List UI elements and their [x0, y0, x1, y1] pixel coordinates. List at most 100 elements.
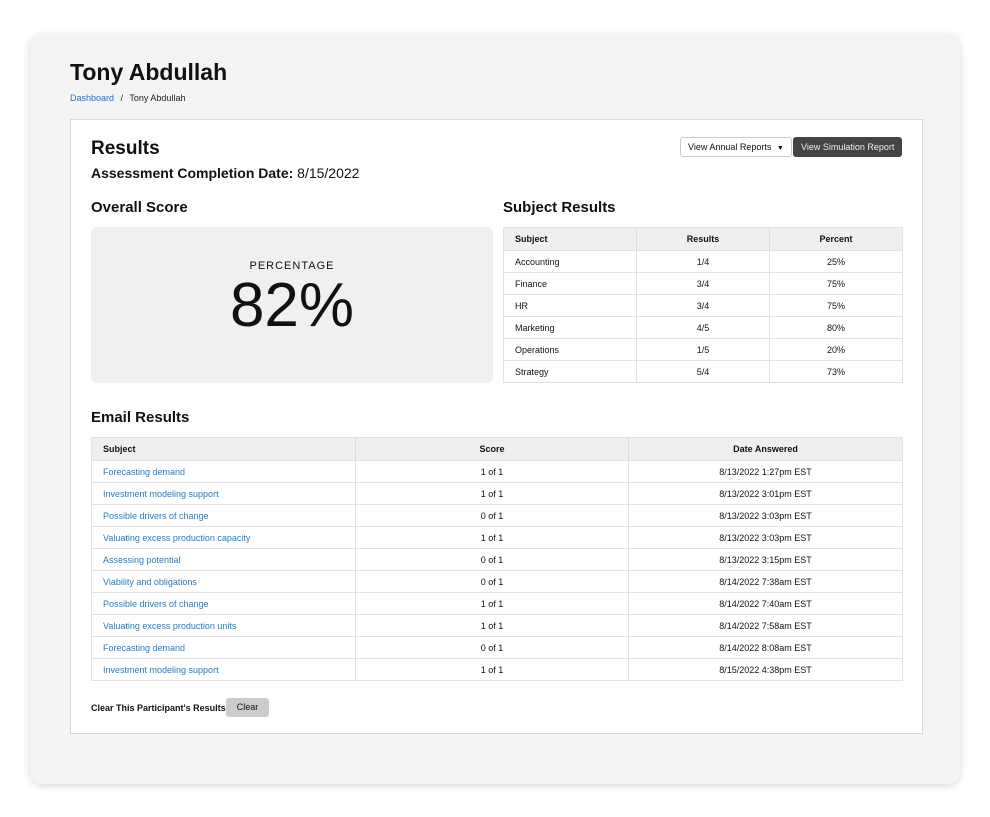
- table-cell: 8/14/2022 7:38am EST: [628, 570, 903, 593]
- table-cell: 80%: [769, 316, 903, 339]
- table-cell: 0 of 1: [355, 570, 629, 593]
- table-cell: 0 of 1: [355, 548, 629, 571]
- view-annual-reports-dropdown[interactable]: View Annual Reports ▼: [680, 137, 792, 157]
- table-cell: 8/15/2022 4:38pm EST: [628, 658, 903, 681]
- table-cell: Operations: [503, 338, 637, 361]
- table-row: Valuating excess production capacity 1 of…: [91, 526, 903, 549]
- results-heading: Results: [91, 138, 160, 159]
- clear-results-label: Clear This Participant's Results: [91, 703, 226, 713]
- table-cell: 1 of 1: [355, 658, 629, 681]
- table-cell: 8/14/2022 8:08am EST: [628, 636, 903, 659]
- breadcrumb-current: Tony Abdullah: [129, 93, 186, 103]
- subject-link[interactable]: Forecasting demand: [103, 466, 186, 477]
- subject-link[interactable]: Valuating excess production units: [103, 620, 237, 631]
- column-header-percent: Percent: [769, 227, 903, 251]
- results-panel: Results Assessment Completion Date: 8/15…: [70, 119, 923, 734]
- table-cell: 3/4: [636, 294, 770, 317]
- table-row: Forecasting demand 1 of 1 8/13/2022 1:27pm…: [91, 460, 903, 483]
- table-cell: 1/5: [636, 338, 770, 361]
- table-cell: Investment modeling support: [91, 658, 356, 681]
- table-cell: HR: [503, 294, 637, 317]
- subject-results-table: Subject Results Percent Accounting 1/4 25% Fin…: [503, 227, 903, 383]
- subject-link[interactable]: Possible drivers of change: [103, 510, 209, 521]
- table-cell: Valuating excess production capacity: [91, 526, 356, 549]
- table-row: Assessing potential 0 of 1 8/13/2022 3:15p…: [91, 548, 903, 571]
- caret-down-icon: ▼: [776, 145, 784, 152]
- column-header-subject: Subject: [503, 227, 637, 251]
- subject-link[interactable]: Possible drivers of change: [103, 598, 209, 609]
- breadcrumb: Dashboard / Tony Abdullah: [70, 93, 185, 103]
- subject-link[interactable]: Forecasting demand: [103, 642, 186, 653]
- table-cell: 8/13/2022 3:01pm EST: [628, 482, 903, 505]
- table-cell: Possible drivers of change: [91, 592, 356, 615]
- table-cell: 1 of 1: [355, 460, 629, 483]
- table-cell: Assessing potential: [91, 548, 356, 571]
- table-row: Strategy 5/4 73%: [503, 360, 903, 383]
- percentage-value: 82%: [229, 271, 355, 340]
- table-cell: 1 of 1: [355, 526, 629, 549]
- overall-score-heading: Overall Score: [91, 199, 188, 216]
- table-row: Possible drivers of change 1 of 1 8/14/202…: [91, 592, 903, 615]
- table-row: Forecasting demand 0 of 1 8/14/2022 8:08am…: [91, 636, 903, 659]
- table-cell: 1/4: [636, 250, 770, 273]
- table-cell: 1 of 1: [355, 614, 629, 637]
- email-results-heading: Email Results: [91, 409, 190, 426]
- table-cell: 3/4: [636, 272, 770, 295]
- table-row: Investment modeling support 1 of 1 8/13/20…: [91, 482, 903, 505]
- table-cell: 75%: [769, 294, 903, 317]
- table-cell: Investment modeling support: [91, 482, 356, 505]
- table-cell: 73%: [769, 360, 903, 383]
- table-cell: 4/5: [636, 316, 770, 339]
- column-header-date-answered: Date Answered: [628, 437, 903, 461]
- subject-link[interactable]: Investment modeling support: [103, 488, 219, 499]
- table-row: Viability and obligations 0 of 1 8/14/2022…: [91, 570, 903, 593]
- email-results-table: Subject Score Date Answered Forecasting dem…: [91, 437, 903, 681]
- clear-button[interactable]: Clear: [226, 698, 269, 717]
- table-cell: Accounting: [503, 250, 637, 273]
- completion-value: 8/15/2022: [297, 165, 360, 181]
- subject-results-heading: Subject Results: [503, 199, 616, 216]
- table-cell: Possible drivers of change: [91, 504, 356, 527]
- table-cell: 8/13/2022 1:27pm EST: [628, 460, 903, 483]
- table-cell: 1 of 1: [355, 592, 629, 615]
- page-title: Tony Abdullah: [70, 59, 228, 85]
- table-cell: 8/14/2022 7:58am EST: [628, 614, 903, 637]
- table-cell: 1 of 1: [355, 482, 629, 505]
- table-cell: Marketing: [503, 316, 637, 339]
- subject-link[interactable]: Assessing potential: [103, 554, 181, 565]
- table-cell: Strategy: [503, 360, 637, 383]
- table-cell: Forecasting demand: [91, 636, 356, 659]
- table-cell: 8/13/2022 3:03pm EST: [628, 526, 903, 549]
- table-row: Accounting 1/4 25%: [503, 250, 903, 273]
- table-cell: 25%: [769, 250, 903, 273]
- subject-link[interactable]: Valuating excess production capacity: [103, 532, 251, 543]
- completion-label: Assessment Completion Date:: [91, 165, 294, 181]
- table-row: HR 3/4 75%: [503, 294, 903, 317]
- table-cell: 8/13/2022 3:03pm EST: [628, 504, 903, 527]
- table-cell: 0 of 1: [355, 636, 629, 659]
- table-cell: Forecasting demand: [91, 460, 356, 483]
- table-row: Marketing 4/5 80%: [503, 316, 903, 339]
- table-row: Finance 3/4 75%: [503, 272, 903, 295]
- table-cell: 20%: [769, 338, 903, 361]
- column-header-results: Results: [636, 227, 770, 251]
- column-header-subject: Subject: [91, 437, 356, 461]
- subject-link[interactable]: Investment modeling support: [103, 664, 219, 675]
- table-cell: Viability and obligations: [91, 570, 356, 593]
- table-cell: 5/4: [636, 360, 770, 383]
- breadcrumb-separator: /: [120, 93, 124, 103]
- table-cell: 0 of 1: [355, 504, 629, 527]
- annual-reports-label: View Annual Reports: [688, 142, 772, 152]
- view-simulation-report-button[interactable]: View Simulation Report: [793, 137, 903, 157]
- percentage-label: PERCENTAGE: [249, 260, 335, 272]
- completion-date: Assessment Completion Date: 8/15/2022: [91, 165, 359, 181]
- table-row: Operations 1/5 20%: [503, 338, 903, 361]
- breadcrumb-dashboard-link[interactable]: Dashboard: [70, 93, 115, 103]
- table-row: Possible drivers of change 0 of 1 8/13/202…: [91, 504, 903, 527]
- table-row: Investment modeling support 1 of 1 8/15/20…: [91, 658, 903, 681]
- table-cell: Finance: [503, 272, 637, 295]
- table-cell: 8/14/2022 7:40am EST: [628, 592, 903, 615]
- subject-link[interactable]: Viability and obligations: [103, 576, 197, 587]
- table-cell: 8/13/2022 3:15pm EST: [628, 548, 903, 571]
